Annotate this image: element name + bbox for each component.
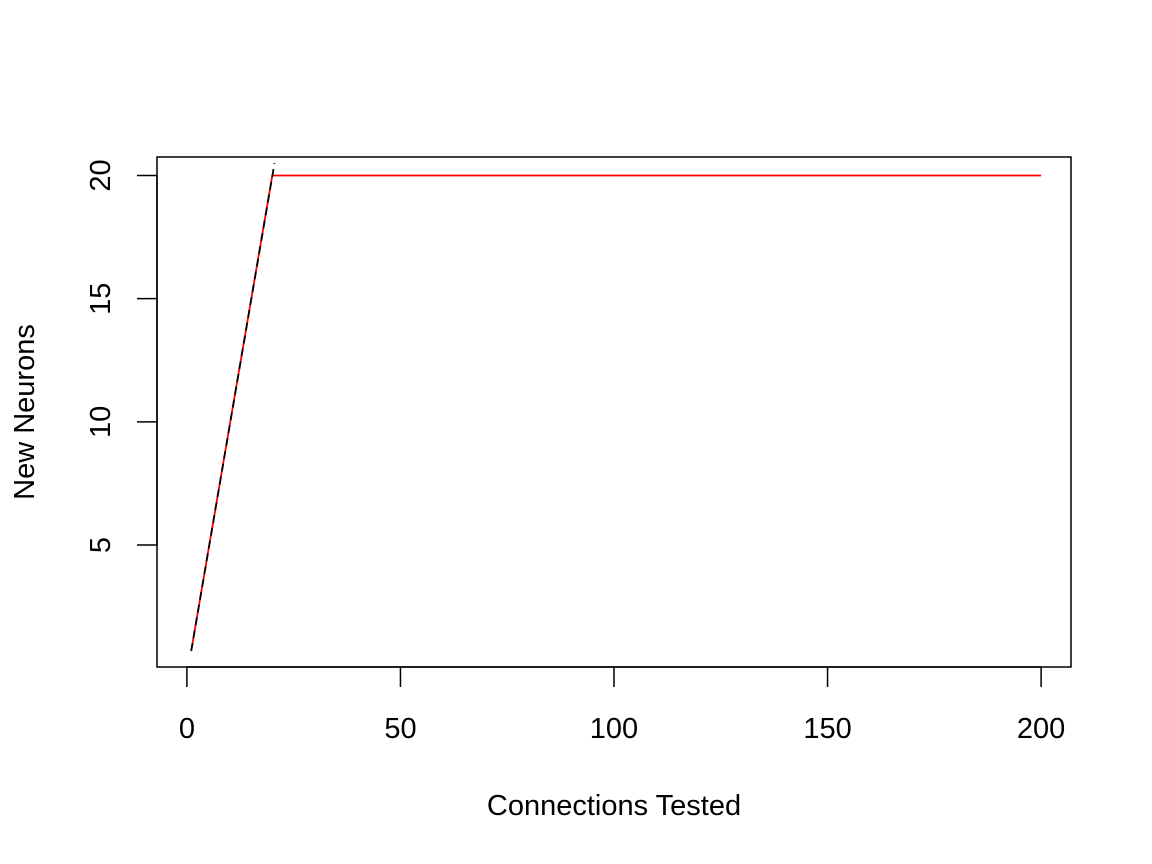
y-tick-label: 20 <box>85 159 117 191</box>
series-line-2 <box>190 163 276 652</box>
x-axis-title: Connections Tested <box>487 790 741 822</box>
series-layer <box>190 163 1042 652</box>
x-tick-label: 100 <box>590 713 638 745</box>
x-tick-label: 150 <box>803 713 851 745</box>
x-tick-label: 200 <box>1017 713 1065 745</box>
y-axis-title: New Neurons <box>9 324 41 500</box>
x-axis: 0 50 100 150 200 <box>179 666 1065 745</box>
y-tick-label: 5 <box>85 537 117 553</box>
y-tick-label: 15 <box>85 283 117 315</box>
y-axis: 5 10 15 20 <box>85 159 158 553</box>
y-tick-label: 10 <box>85 406 117 438</box>
x-tick-label: 0 <box>179 713 195 745</box>
x-tick-label: 50 <box>384 713 416 745</box>
